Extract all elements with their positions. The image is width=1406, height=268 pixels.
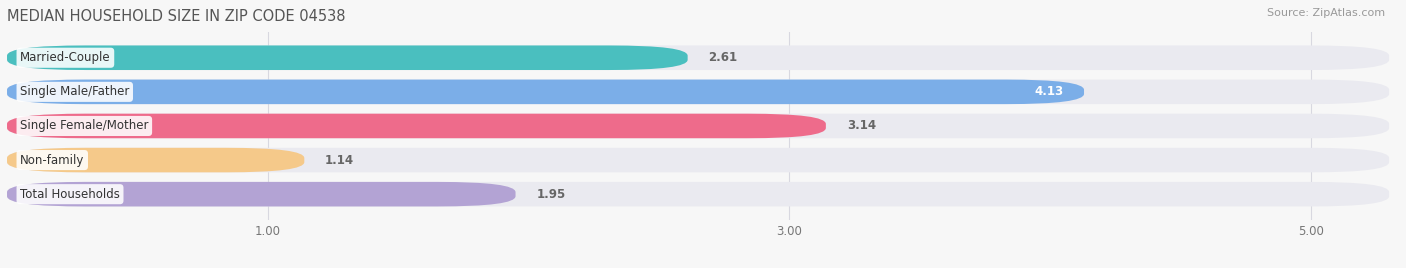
Text: 2.61: 2.61 <box>709 51 738 64</box>
Text: Single Female/Mother: Single Female/Mother <box>20 120 149 132</box>
Text: Non-family: Non-family <box>20 154 84 167</box>
FancyBboxPatch shape <box>7 80 1389 104</box>
FancyBboxPatch shape <box>7 114 1389 138</box>
Text: 4.13: 4.13 <box>1033 85 1063 98</box>
Text: Source: ZipAtlas.com: Source: ZipAtlas.com <box>1267 8 1385 18</box>
FancyBboxPatch shape <box>7 80 1084 104</box>
FancyBboxPatch shape <box>7 46 1389 70</box>
FancyBboxPatch shape <box>7 182 1389 206</box>
Text: 1.14: 1.14 <box>325 154 354 167</box>
Text: 3.14: 3.14 <box>846 120 876 132</box>
Text: Total Households: Total Households <box>20 188 120 201</box>
Text: Single Male/Father: Single Male/Father <box>20 85 129 98</box>
FancyBboxPatch shape <box>7 114 825 138</box>
FancyBboxPatch shape <box>7 46 688 70</box>
Text: MEDIAN HOUSEHOLD SIZE IN ZIP CODE 04538: MEDIAN HOUSEHOLD SIZE IN ZIP CODE 04538 <box>7 9 346 24</box>
FancyBboxPatch shape <box>7 182 516 206</box>
Text: 1.95: 1.95 <box>537 188 565 201</box>
Text: Married-Couple: Married-Couple <box>20 51 111 64</box>
FancyBboxPatch shape <box>7 148 304 172</box>
FancyBboxPatch shape <box>7 148 1389 172</box>
